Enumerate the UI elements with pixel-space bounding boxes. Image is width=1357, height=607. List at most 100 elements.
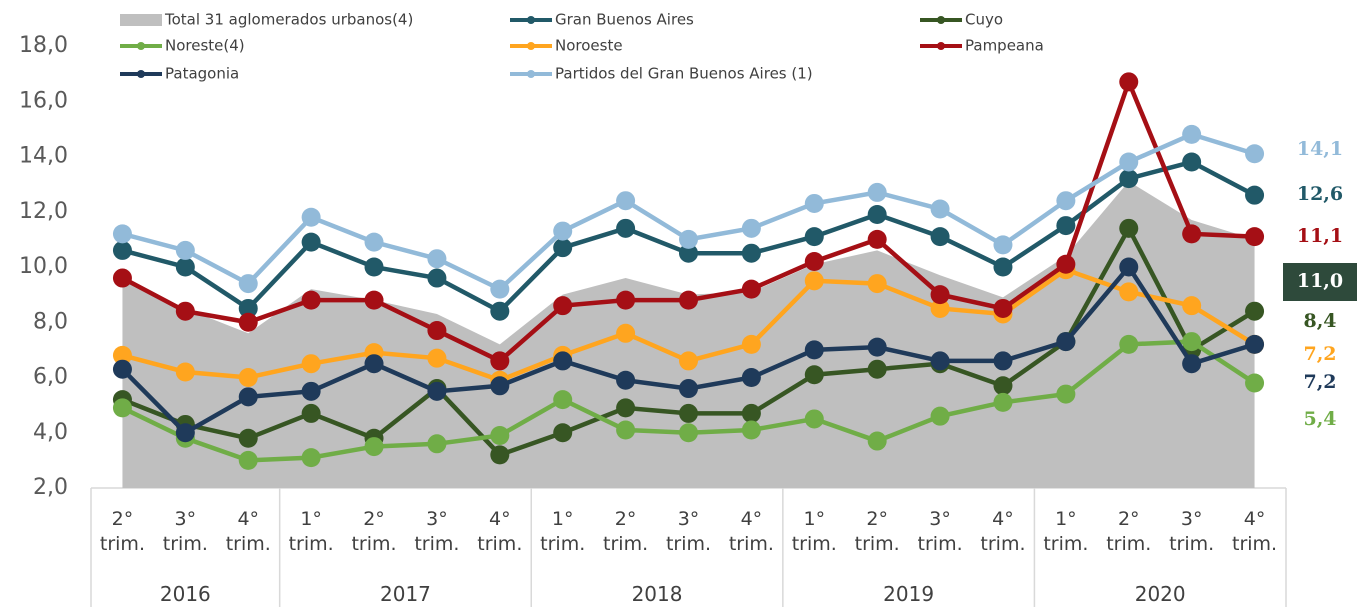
- marker: [238, 298, 258, 318]
- y-tick-label: 16,0: [19, 88, 68, 113]
- marker: [804, 193, 824, 213]
- marker: [867, 205, 887, 225]
- marker: [301, 354, 321, 374]
- marker: [175, 362, 195, 382]
- marker: [993, 392, 1013, 412]
- marker: [553, 423, 573, 443]
- marker: [301, 448, 321, 468]
- marker: [679, 229, 698, 249]
- marker: [553, 390, 573, 410]
- x-tick-label: 1° trim.: [540, 508, 586, 555]
- marker: [112, 359, 132, 379]
- marker: [1245, 144, 1265, 164]
- marker: [364, 290, 384, 310]
- marker: [1245, 334, 1265, 354]
- y-tick-label: 12,0: [19, 199, 68, 224]
- x-tick-label: 4° trim.: [980, 508, 1026, 555]
- y-tick-label: 2,0: [33, 475, 68, 500]
- marker: [175, 301, 195, 321]
- marker: [993, 235, 1013, 255]
- marker: [1245, 227, 1265, 247]
- annotation-box: [1283, 263, 1357, 301]
- marker: [867, 359, 887, 379]
- marker: [679, 379, 698, 399]
- legend-swatch: [527, 70, 535, 78]
- marker: [175, 240, 195, 260]
- marker: [616, 323, 636, 343]
- marker: [804, 340, 824, 360]
- marker: [993, 351, 1013, 371]
- marker: [616, 191, 636, 211]
- x-tick-label: 2° trim.: [99, 508, 145, 555]
- marker: [930, 227, 950, 247]
- marker: [364, 354, 384, 374]
- marker: [741, 420, 761, 440]
- y-tick-label: 10,0: [19, 254, 68, 279]
- annotation: 11,1: [1297, 225, 1343, 247]
- marker: [930, 199, 950, 219]
- legend-label: Pampeana: [965, 37, 1044, 55]
- marker: [301, 232, 321, 252]
- legend-swatch: [137, 42, 145, 50]
- legend-swatch: [120, 14, 162, 26]
- marker: [1182, 152, 1202, 172]
- x-tick-label: 4° trim.: [477, 508, 523, 555]
- marker: [930, 298, 950, 318]
- x-tick-label: 4° trim.: [225, 508, 271, 555]
- marker: [238, 387, 258, 407]
- marker: [993, 257, 1013, 277]
- year-label: 2018: [631, 582, 683, 606]
- marker: [867, 274, 887, 294]
- marker: [112, 345, 132, 365]
- x-tick-label: 3° trim.: [1169, 508, 1215, 555]
- marker: [741, 243, 761, 263]
- marker: [238, 450, 258, 470]
- marker: [1119, 257, 1139, 277]
- marker: [867, 182, 887, 202]
- marker: [741, 279, 761, 299]
- legend-label: Total 31 aglomerados urbanos(4): [164, 11, 413, 29]
- marker: [112, 240, 132, 260]
- marker: [616, 420, 636, 440]
- year-label: 2019: [883, 582, 935, 606]
- annotation: 7,2: [1303, 343, 1336, 365]
- y-tick-label: 8,0: [33, 309, 68, 334]
- legend-swatch: [937, 16, 945, 24]
- marker: [427, 434, 447, 454]
- marker: [741, 218, 761, 238]
- marker: [427, 381, 447, 401]
- marker: [427, 321, 447, 341]
- x-tick-label: 1° trim.: [791, 508, 837, 555]
- marker: [930, 351, 950, 371]
- marker: [175, 257, 195, 277]
- marker: [490, 279, 510, 299]
- x-tick-label: 3° trim.: [665, 508, 712, 555]
- marker: [1119, 152, 1139, 172]
- marker: [1056, 254, 1076, 274]
- marker: [427, 348, 447, 368]
- marker: [1182, 224, 1202, 244]
- marker: [238, 312, 258, 332]
- marker: [867, 431, 887, 451]
- year-label: 2016: [159, 582, 211, 606]
- x-tick-label: 2° trim.: [603, 508, 649, 555]
- marker: [616, 218, 636, 238]
- marker: [804, 227, 824, 247]
- marker: [741, 368, 761, 387]
- marker: [301, 290, 321, 310]
- marker: [679, 423, 698, 443]
- y-tick-label: 18,0: [19, 33, 68, 58]
- marker: [679, 243, 698, 263]
- marker: [741, 403, 761, 423]
- marker: [553, 351, 573, 371]
- legend-swatch: [527, 42, 535, 50]
- annotation: 5,4: [1303, 408, 1336, 430]
- year-label: 2017: [380, 582, 431, 606]
- marker: [1119, 334, 1139, 354]
- year-label: 2020: [1134, 582, 1186, 606]
- y-tick-label: 6,0: [33, 365, 68, 390]
- marker: [867, 337, 887, 357]
- marker: [238, 428, 258, 448]
